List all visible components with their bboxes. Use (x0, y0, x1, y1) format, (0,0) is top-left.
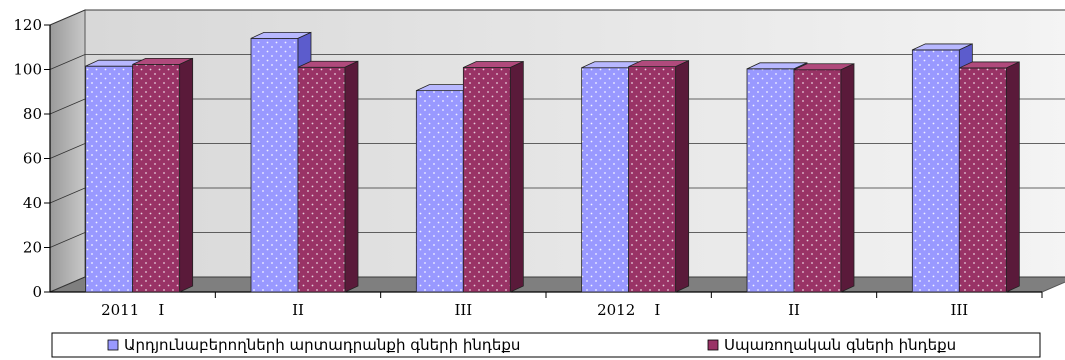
gridline-side (49, 232, 86, 248)
y-tick-label: 20 (23, 239, 42, 257)
x-tick-label: III (454, 301, 472, 319)
bar-front (628, 66, 677, 293)
y-tick-label: 80 (23, 105, 42, 123)
bar-front (415, 90, 464, 293)
gridline-side (49, 9, 86, 26)
bar-side (1005, 61, 1020, 293)
bar-front (462, 67, 511, 293)
y-tick-label: 60 (23, 150, 42, 168)
gridline-side (49, 143, 86, 159)
bar-front (746, 68, 795, 293)
y-tick-label: 100 (13, 61, 42, 79)
legend-label: Սպառողական գների ինդեքս (724, 336, 956, 354)
bar-front (793, 69, 842, 293)
bar (793, 63, 855, 293)
bar-side (509, 60, 524, 293)
bar (462, 60, 524, 293)
gridline-side (49, 54, 86, 70)
bar-front (132, 63, 181, 293)
bar-front (297, 66, 346, 293)
gridline-side (49, 276, 86, 293)
y-tick-label: 40 (23, 194, 42, 212)
y-tick-label: 120 (13, 16, 42, 34)
x-tick-label: III (950, 301, 968, 319)
bar-side (840, 63, 855, 293)
bar-front (911, 49, 960, 293)
x-tick-label: II (292, 301, 304, 319)
gridline-side (49, 98, 86, 115)
legend-swatch (107, 339, 119, 351)
bar-front (85, 65, 134, 293)
bar (297, 60, 359, 293)
bar-side (344, 60, 359, 293)
legend-box (51, 332, 1041, 358)
y-tick-label: 0 (32, 283, 42, 301)
gridline-side (49, 187, 86, 204)
bar (958, 61, 1020, 293)
bar-side (675, 59, 690, 293)
bar (628, 59, 690, 293)
bar-front (958, 67, 1007, 293)
bar-front (581, 67, 630, 293)
bar-side (179, 57, 194, 293)
legend-label: Արդյունաբերողների արտադրանքի գների ինդեք… (124, 336, 520, 354)
bar (132, 57, 194, 293)
legend-swatch (707, 339, 719, 351)
bar-front (250, 37, 299, 293)
x-tick-label: II (788, 301, 800, 319)
x-tick-label: 2012 I (597, 301, 660, 319)
x-tick-label: 2011 I (101, 301, 164, 319)
